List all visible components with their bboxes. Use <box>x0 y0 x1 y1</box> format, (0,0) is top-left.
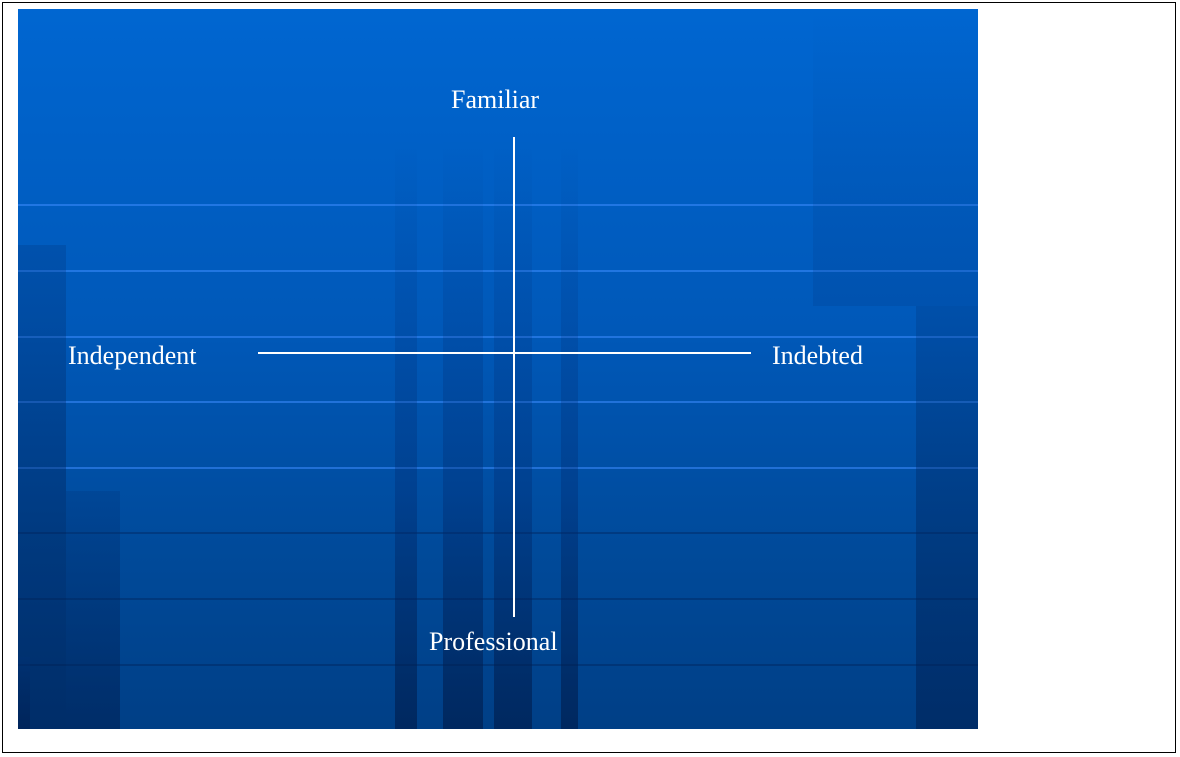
slide-canvas: Familiar Professional Independent Indebt… <box>18 9 978 729</box>
vertical-axis-line <box>513 137 515 617</box>
background-block <box>813 9 978 306</box>
horizontal-axis-line <box>258 352 751 354</box>
axis-label-top: Familiar <box>451 85 540 114</box>
background-block <box>18 245 66 729</box>
axis-label-right: Indebted <box>772 341 863 370</box>
axis-label-bottom: Professional <box>429 627 558 656</box>
axis-label-left: Independent <box>68 341 197 370</box>
background-block <box>18 657 30 729</box>
background-column <box>443 139 483 729</box>
background-block <box>916 306 978 729</box>
background-column <box>395 139 417 729</box>
background-column <box>561 139 578 729</box>
background-block <box>66 491 120 729</box>
